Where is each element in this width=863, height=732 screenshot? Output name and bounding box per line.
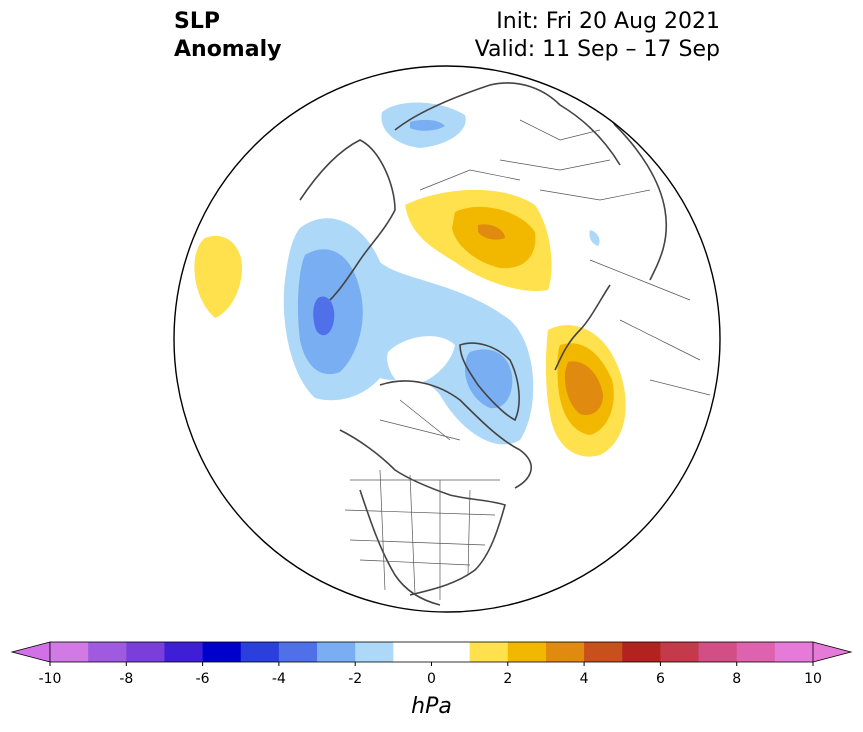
- anomaly-high-west: [194, 235, 242, 318]
- colorbar-tick-label: 6: [656, 671, 665, 687]
- anomaly-high-asia: [405, 189, 552, 291]
- colorbar-bin: [774, 642, 814, 662]
- colorbar-bin: [317, 642, 356, 662]
- colorbar-bin: [431, 642, 471, 662]
- colorbar-tick-label: 10: [804, 671, 822, 687]
- colorbar-bin: [202, 642, 242, 662]
- colorbar-bin: [698, 642, 738, 662]
- colorbar-bin: [469, 642, 509, 662]
- colorbar-tick-label: -10: [39, 671, 62, 687]
- colorbar-extend-right: [812, 641, 853, 663]
- colorbar-tick-label: 0: [427, 671, 436, 687]
- colorbar: -10 -8 -6 -4 -2 0 2 4 6 8 10: [10, 641, 853, 687]
- borders: [344, 119, 711, 600]
- colorbar-extend-left: [10, 641, 51, 663]
- map-title: SLP Anomaly: [174, 8, 281, 64]
- colorbar-bin: [126, 642, 165, 662]
- anomaly-low-siberia: [381, 102, 600, 246]
- map-boundary: [173, 65, 721, 613]
- colorbar-bin: [50, 642, 89, 662]
- colorbar-bin: [355, 642, 394, 662]
- colorbar-tick-label: -4: [272, 671, 286, 687]
- colorbar-tick-label: 4: [580, 671, 589, 687]
- colorbar-bin: [88, 642, 127, 662]
- colorbar-bin: [622, 642, 661, 662]
- colorbar-tick-label: -8: [119, 671, 133, 687]
- colorbar-bin: [545, 642, 585, 662]
- colorbar-tick-label: 8: [732, 671, 741, 687]
- colorbar-bin: [584, 642, 623, 662]
- colorbar-bin: [278, 642, 318, 662]
- colorbar-bin: [393, 642, 432, 662]
- polar-map: [173, 65, 721, 613]
- colorbar-bin: [164, 642, 204, 662]
- colorbar-tick-label: -2: [348, 671, 362, 687]
- colorbar-tick-label: 2: [503, 671, 512, 687]
- colorbar-bin: [736, 642, 776, 662]
- colorbar-bin: [507, 642, 547, 662]
- colorbar-bin: [240, 642, 280, 662]
- colorbar-bin: [660, 642, 700, 662]
- colorbar-unit: hPa: [411, 694, 452, 719]
- title-line-2: Anomaly: [174, 37, 282, 62]
- anomaly-high-pacific: [545, 325, 626, 457]
- forecast-dates: Init: Fri 20 Aug 2021 Valid: 11 Sep – 17…: [475, 8, 720, 64]
- init-date: Init: Fri 20 Aug 2021: [496, 9, 720, 34]
- colorbar-tick-label: -6: [196, 671, 210, 687]
- valid-range: Valid: 11 Sep – 17 Sep: [474, 37, 720, 62]
- title-line-1: SLP: [174, 9, 220, 34]
- anomaly-low-north-atlantic: [283, 218, 534, 445]
